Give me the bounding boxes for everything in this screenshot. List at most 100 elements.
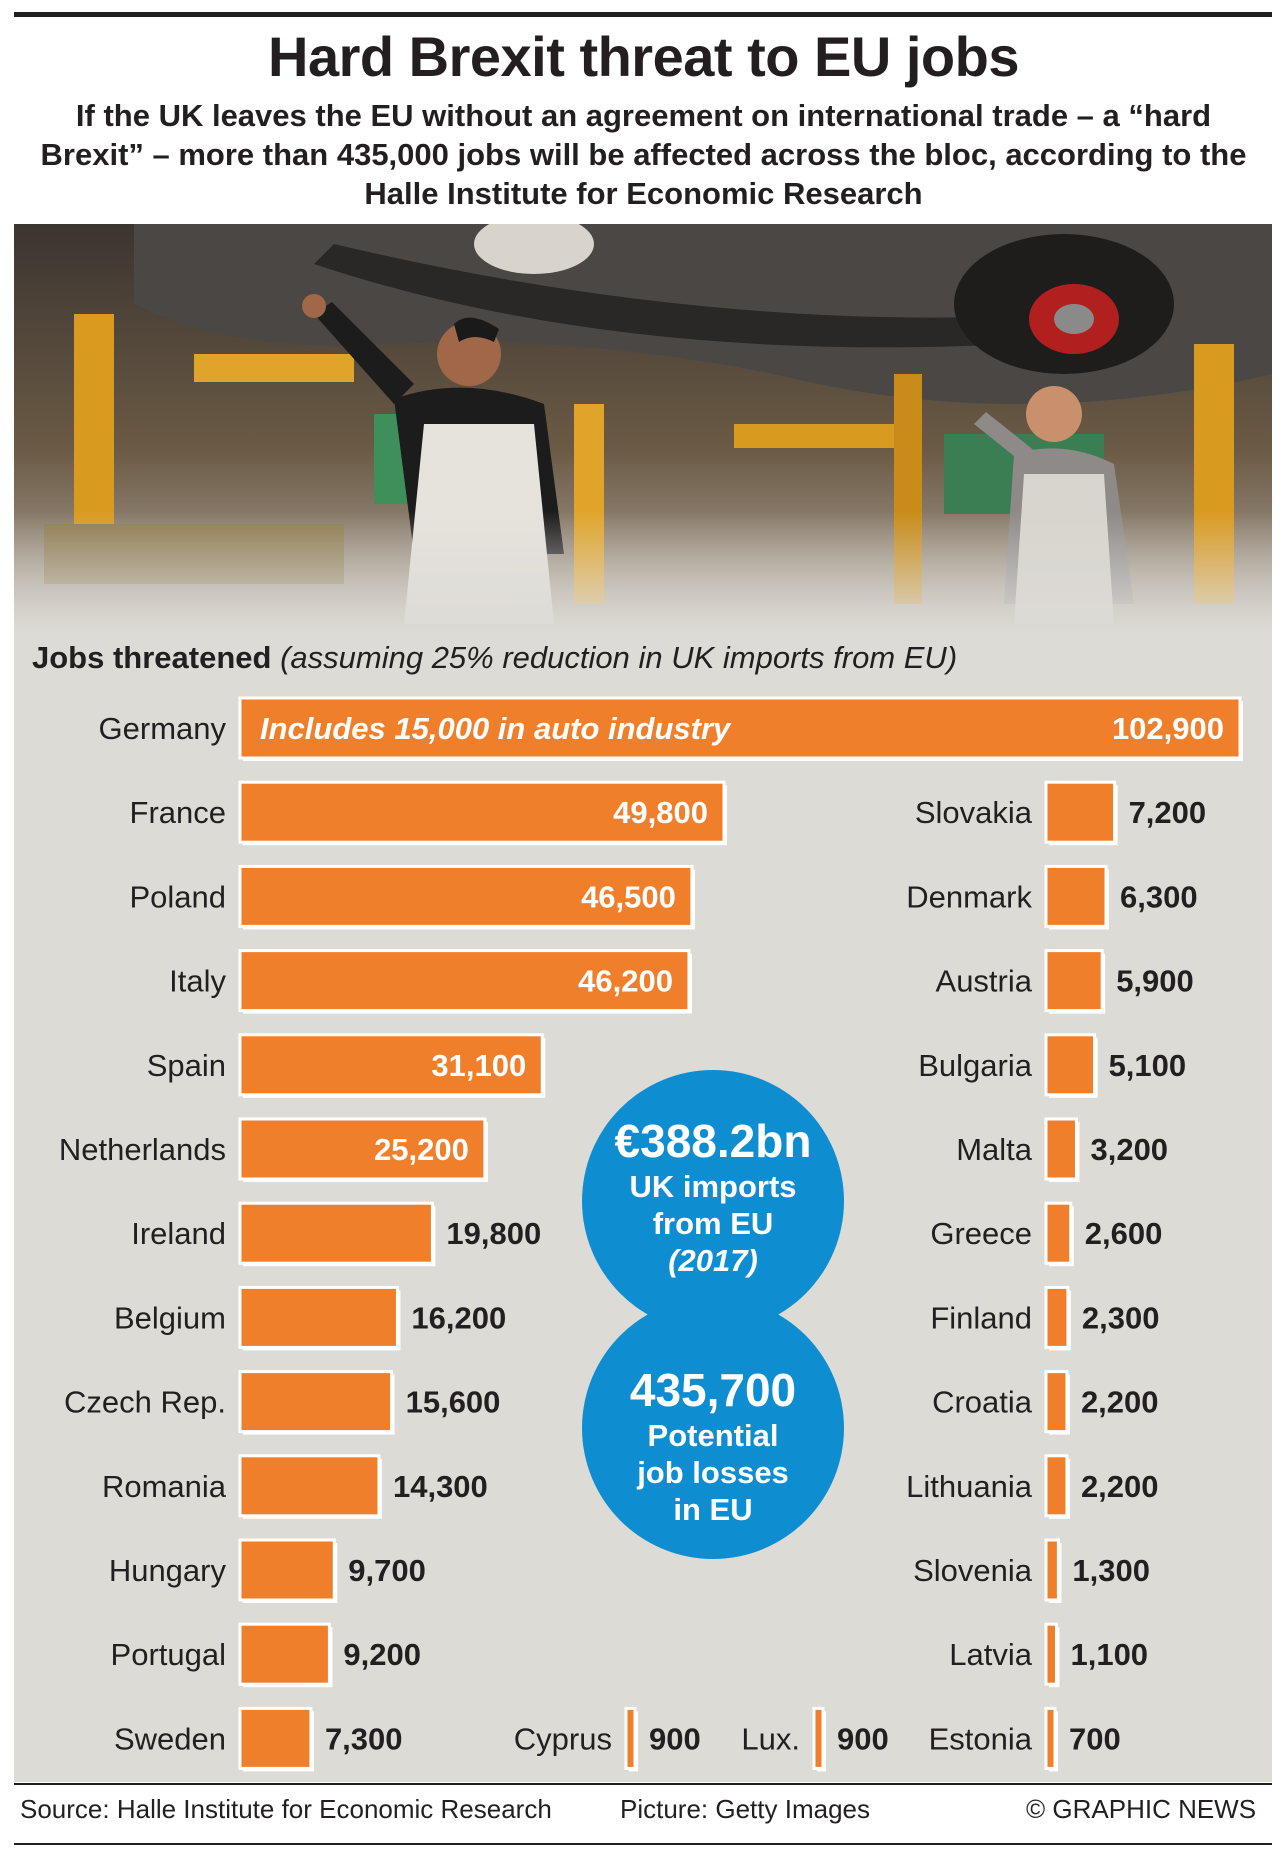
value-label-denmark: 6,300 (1120, 879, 1198, 914)
chart-heading-italic: (assuming 25% reduction in UK imports fr… (280, 640, 958, 675)
bar-belgium (238, 1285, 399, 1349)
value-label-belgium: 16,200 (411, 1300, 506, 1335)
bar-france (238, 780, 726, 844)
value-label-finland: 2,300 (1082, 1300, 1160, 1335)
bar-netherlands (238, 1117, 487, 1181)
germany-note: Includes 15,000 in auto industry (260, 711, 732, 746)
bar-austria (1044, 949, 1104, 1013)
country-label-spain: Spain (147, 1048, 226, 1083)
bar-estonia (1044, 1706, 1057, 1770)
imports-line1: UK imports (629, 1169, 797, 1204)
country-label-bulgaria: Bulgaria (918, 1048, 1032, 1083)
bar-slovakia (1044, 780, 1117, 844)
country-label-latvia: Latvia (949, 1637, 1032, 1672)
value-label-greece: 2,600 (1085, 1216, 1163, 1251)
country-label-hungary: Hungary (109, 1553, 227, 1588)
chart-heading: Jobs threatened (assuming 25% reduction … (32, 640, 957, 676)
bar-spain (238, 1033, 544, 1097)
bar-sweden (238, 1706, 313, 1770)
picture-credit: Picture: Getty Images (620, 1794, 870, 1824)
losses-line2: job losses (637, 1455, 789, 1490)
value-label-croatia: 2,200 (1081, 1385, 1159, 1420)
country-label-sweden: Sweden (114, 1721, 226, 1756)
imports-circle: €388.2bn UK imports from EU (2017) (582, 1070, 844, 1332)
country-label-austria: Austria (936, 964, 1033, 999)
country-label-denmark: Denmark (906, 879, 1032, 914)
value-label-sweden: 7,300 (325, 1721, 403, 1756)
value-label-spain: 31,100 (431, 1048, 526, 1083)
value-label-hungary: 9,700 (348, 1553, 426, 1588)
country-label-ireland: Ireland (131, 1216, 226, 1251)
bar-cyprus (624, 1706, 637, 1770)
country-label-slovakia: Slovakia (915, 795, 1033, 830)
country-label-malta: Malta (956, 1132, 1033, 1167)
bar-czech-rep (238, 1370, 394, 1434)
source-note: Source: Halle Institute for Economic Res… (20, 1794, 552, 1824)
bar-hungary (238, 1538, 336, 1602)
country-label-france: France (130, 795, 226, 830)
country-label-germany: Germany (99, 711, 227, 746)
value-label-latvia: 1,100 (1070, 1637, 1148, 1672)
bar-portugal (238, 1622, 331, 1686)
country-label-estonia: Estonia (929, 1721, 1033, 1756)
imports-line2: from EU (652, 1206, 774, 1241)
bar-lithuania (1044, 1454, 1069, 1518)
value-label-ireland: 19,800 (446, 1216, 541, 1251)
value-label-slovakia: 7,200 (1129, 795, 1207, 830)
country-label-lux: Lux. (741, 1721, 800, 1756)
country-label-portugal: Portugal (111, 1637, 226, 1672)
bar-italy (238, 949, 691, 1013)
losses-value: 435,700 (629, 1364, 797, 1416)
bar-romania (238, 1454, 381, 1518)
value-label-malta: 3,200 (1090, 1132, 1168, 1167)
country-label-czech-rep: Czech Rep. (64, 1385, 226, 1420)
country-label-poland: Poland (129, 879, 226, 914)
country-label-lithuania: Lithuania (906, 1469, 1033, 1504)
value-label-romania: 14,300 (393, 1469, 488, 1504)
value-label-cyprus: 900 (649, 1721, 701, 1756)
losses-line3: in EU (673, 1492, 753, 1527)
losses-line1: Potential (647, 1418, 779, 1453)
value-label-lithuania: 2,200 (1081, 1469, 1159, 1504)
country-label-italy: Italy (169, 964, 226, 999)
imports-year: (2017) (668, 1243, 758, 1278)
bar-croatia (1044, 1370, 1069, 1434)
value-label-france: 49,800 (613, 795, 708, 830)
country-label-belgium: Belgium (114, 1300, 226, 1335)
graphic-news-credit: © GRAPHIC NEWS (1026, 1794, 1257, 1824)
country-label-netherlands: Netherlands (59, 1132, 226, 1167)
country-label-romania: Romania (102, 1469, 227, 1504)
value-label-germany: 102,900 (1112, 711, 1224, 746)
value-label-estonia: 700 (1069, 1721, 1121, 1756)
value-label-portugal: 9,200 (343, 1637, 421, 1672)
bar-ireland (238, 1201, 434, 1265)
value-label-poland: 46,500 (581, 879, 676, 914)
value-label-bulgaria: 5,100 (1109, 1048, 1187, 1083)
country-label-slovenia: Slovenia (913, 1553, 1033, 1588)
value-label-slovenia: 1,300 (1072, 1553, 1150, 1588)
factory-photo (14, 224, 1272, 634)
bar-finland (1044, 1285, 1070, 1349)
bar-malta (1044, 1117, 1078, 1181)
value-label-netherlands: 25,200 (374, 1132, 469, 1167)
footer-rule (14, 1783, 1272, 1785)
bar-slovenia (1044, 1538, 1060, 1602)
bar-bulgaria (1044, 1033, 1097, 1097)
chart-heading-bold: Jobs threatened (32, 640, 272, 675)
bar-denmark (1044, 864, 1108, 928)
page-title: Hard Brexit threat to EU jobs (268, 25, 1019, 88)
bottom-rule (14, 1843, 1272, 1845)
country-label-cyprus: Cyprus (514, 1721, 612, 1756)
bar-latvia (1044, 1622, 1058, 1686)
top-rule (14, 12, 1272, 17)
bar-poland (238, 864, 694, 928)
country-label-greece: Greece (930, 1216, 1032, 1251)
country-label-finland: Finland (930, 1300, 1032, 1335)
assembly-line-illustration (14, 224, 1272, 634)
bar-greece (1044, 1201, 1073, 1265)
subtitle: If the UK leaves the EU without an agree… (40, 98, 1247, 211)
bar-germany (238, 696, 1242, 760)
losses-circle: 435,700 Potential job losses in EU (582, 1297, 844, 1559)
value-label-italy: 46,200 (578, 964, 673, 999)
